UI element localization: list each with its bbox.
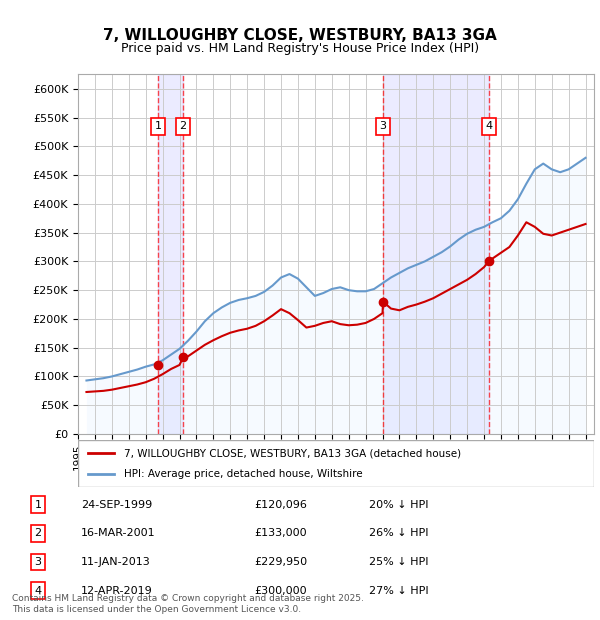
Text: 2: 2	[34, 528, 41, 538]
Text: 27% ↓ HPI: 27% ↓ HPI	[369, 586, 429, 596]
Text: 4: 4	[34, 586, 41, 596]
Text: 3: 3	[34, 557, 41, 567]
Text: 1: 1	[34, 500, 41, 510]
Text: 2: 2	[179, 121, 187, 131]
Text: 12-APR-2019: 12-APR-2019	[81, 586, 153, 596]
Text: £300,000: £300,000	[254, 586, 307, 596]
Text: 11-JAN-2013: 11-JAN-2013	[81, 557, 151, 567]
Text: 16-MAR-2001: 16-MAR-2001	[81, 528, 156, 538]
Text: 20% ↓ HPI: 20% ↓ HPI	[369, 500, 428, 510]
Text: 26% ↓ HPI: 26% ↓ HPI	[369, 528, 428, 538]
Text: £120,096: £120,096	[254, 500, 307, 510]
Text: 3: 3	[380, 121, 386, 131]
Text: 7, WILLOUGHBY CLOSE, WESTBURY, BA13 3GA: 7, WILLOUGHBY CLOSE, WESTBURY, BA13 3GA	[103, 28, 497, 43]
Text: 7, WILLOUGHBY CLOSE, WESTBURY, BA13 3GA (detached house): 7, WILLOUGHBY CLOSE, WESTBURY, BA13 3GA …	[124, 448, 461, 458]
Text: £133,000: £133,000	[254, 528, 307, 538]
Text: £229,950: £229,950	[254, 557, 307, 567]
FancyBboxPatch shape	[78, 440, 594, 487]
Text: Contains HM Land Registry data © Crown copyright and database right 2025.
This d: Contains HM Land Registry data © Crown c…	[12, 595, 364, 614]
Text: 1: 1	[155, 121, 161, 131]
Text: 24-SEP-1999: 24-SEP-1999	[81, 500, 152, 510]
Text: Price paid vs. HM Land Registry's House Price Index (HPI): Price paid vs. HM Land Registry's House …	[121, 42, 479, 55]
Bar	[383, 74, 489, 434]
Bar	[158, 74, 183, 434]
Text: HPI: Average price, detached house, Wiltshire: HPI: Average price, detached house, Wilt…	[124, 469, 363, 479]
Text: 4: 4	[485, 121, 493, 131]
Text: 25% ↓ HPI: 25% ↓ HPI	[369, 557, 428, 567]
